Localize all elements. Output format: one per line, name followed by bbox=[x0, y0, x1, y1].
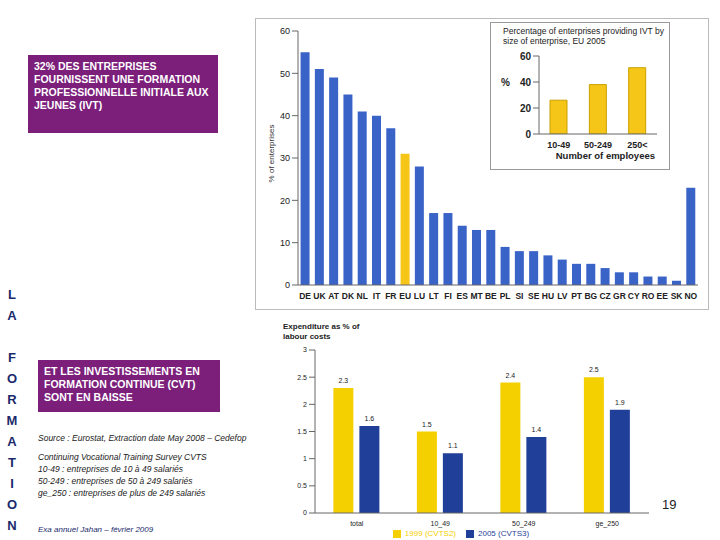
svg-text:0: 0 bbox=[525, 129, 531, 140]
svg-text:CY: CY bbox=[628, 291, 640, 301]
svg-text:EU: EU bbox=[399, 291, 411, 301]
html-text:1999 (CVTS2): 1999 (CVTS2) bbox=[404, 529, 456, 538]
svg-text:40: 40 bbox=[280, 111, 290, 121]
svg-text:AT: AT bbox=[328, 291, 340, 301]
html-text:19: 19 bbox=[662, 497, 677, 512]
html-text:F: F bbox=[8, 350, 16, 365]
html-text:O: O bbox=[6, 497, 18, 512]
svg-text:GR: GR bbox=[613, 291, 626, 301]
html-text:A: A bbox=[7, 308, 17, 323]
svg-text:FI: FI bbox=[444, 291, 452, 301]
html-text:R: R bbox=[7, 392, 17, 407]
html-text:O: O bbox=[6, 371, 18, 386]
html-text:Source : Eurostat, Extraction: Source : Eurostat, Extraction date May 2… bbox=[38, 433, 247, 443]
svg-text:10: 10 bbox=[280, 238, 290, 248]
svg-text:FR: FR bbox=[385, 291, 396, 301]
svg-text:1: 1 bbox=[303, 455, 307, 462]
svg-text:SE: SE bbox=[528, 291, 540, 301]
html-text:T: T bbox=[8, 455, 16, 470]
svg-text:10_49: 10_49 bbox=[431, 520, 451, 528]
svg-text:UK: UK bbox=[313, 291, 326, 301]
svg-text:250<: 250< bbox=[627, 140, 647, 150]
svg-text:MT: MT bbox=[470, 291, 483, 301]
svg-text:total: total bbox=[350, 520, 364, 527]
html-text:% of enterprises: % of enterprises bbox=[266, 124, 276, 183]
html-text:ge_250 : entreprises de plus d: ge_250 : entreprises de plus de 249 sala… bbox=[38, 488, 206, 498]
svg-text:LT: LT bbox=[429, 291, 440, 301]
svg-text:IT: IT bbox=[373, 291, 381, 301]
svg-text:30: 30 bbox=[280, 153, 290, 163]
svg-text:40: 40 bbox=[520, 77, 532, 88]
svg-text:1.5: 1.5 bbox=[297, 428, 307, 435]
svg-text:SI: SI bbox=[515, 291, 523, 301]
svg-text:60: 60 bbox=[280, 26, 290, 36]
html-text:ET LES INVESTISSEMENTS EN FORM: ET LES INVESTISSEMENTS EN FORMATION CONT… bbox=[44, 365, 200, 403]
html-text:I: I bbox=[10, 476, 14, 491]
html-text:2005 (CVTS3): 2005 (CVTS3) bbox=[478, 529, 530, 538]
svg-text:ge_250: ge_250 bbox=[596, 520, 619, 528]
svg-text:1.9: 1.9 bbox=[615, 399, 625, 406]
svg-text:HU: HU bbox=[542, 291, 554, 301]
html-text:50-249 : entreprises de 50 à 2: 50-249 : entreprises de 50 à 249 salarié… bbox=[38, 476, 193, 486]
svg-text:EE: EE bbox=[657, 291, 669, 301]
html-text:Number of employees: Number of employees bbox=[555, 150, 655, 161]
svg-text:RO: RO bbox=[642, 291, 655, 301]
svg-text:LV: LV bbox=[557, 291, 568, 301]
svg-text:NL: NL bbox=[357, 291, 368, 301]
svg-text:SK: SK bbox=[671, 291, 684, 301]
html-text:32% DES ENTREPRISES FOURNISSEN: 32% DES ENTREPRISES FOURNISSENT UNE FORM… bbox=[34, 60, 209, 111]
html-text:M: M bbox=[6, 413, 18, 428]
html-text:N: N bbox=[7, 518, 17, 533]
svg-text:LU: LU bbox=[414, 291, 425, 301]
html-text:Exa annuel Jahan – février 200: Exa annuel Jahan – février 2009 bbox=[38, 525, 154, 534]
svg-text:DK: DK bbox=[342, 291, 355, 301]
html-text:L: L bbox=[8, 287, 16, 302]
svg-text:20: 20 bbox=[280, 196, 290, 206]
svg-text:50_249: 50_249 bbox=[512, 520, 535, 528]
svg-text:CZ: CZ bbox=[599, 291, 610, 301]
svg-text:1.5: 1.5 bbox=[422, 421, 432, 428]
svg-text:2: 2 bbox=[303, 401, 307, 408]
svg-text:0.5: 0.5 bbox=[297, 482, 307, 489]
svg-text:2.5: 2.5 bbox=[297, 374, 307, 381]
svg-text:1.6: 1.6 bbox=[365, 415, 375, 422]
html-text:A: A bbox=[7, 434, 17, 449]
svg-text:PT: PT bbox=[571, 291, 583, 301]
svg-text:2.5: 2.5 bbox=[589, 366, 599, 373]
svg-text:50-249: 50-249 bbox=[584, 140, 612, 150]
svg-text:50: 50 bbox=[280, 69, 290, 79]
svg-text:0: 0 bbox=[303, 509, 307, 516]
svg-text:1.4: 1.4 bbox=[532, 426, 542, 433]
svg-text:BE: BE bbox=[485, 291, 497, 301]
html-text:Expenditure as % of labour cos: Expenditure as % of labour costs bbox=[283, 322, 360, 341]
svg-text:ES: ES bbox=[457, 291, 469, 301]
svg-text:2.3: 2.3 bbox=[339, 377, 349, 384]
svg-text:0: 0 bbox=[285, 280, 290, 290]
svg-text:60: 60 bbox=[520, 51, 532, 62]
svg-text:PL: PL bbox=[500, 291, 511, 301]
svg-text:DE: DE bbox=[299, 291, 311, 301]
svg-text:3: 3 bbox=[303, 346, 307, 353]
svg-text:1.1: 1.1 bbox=[448, 442, 458, 449]
html-text:Continuing Vocational Training: Continuing Vocational Training Survey CV… bbox=[38, 452, 207, 462]
svg-text:20: 20 bbox=[520, 103, 532, 114]
svg-text:10-49: 10-49 bbox=[547, 140, 570, 150]
svg-text:BG: BG bbox=[584, 291, 597, 301]
html-text:Percentage of enterprises prov: Percentage of enterprises providing IVT … bbox=[503, 26, 664, 46]
svg-text:2.4: 2.4 bbox=[506, 372, 516, 379]
html-text:10-49 : entreprises de 10 à 49: 10-49 : entreprises de 10 à 49 salariés bbox=[38, 464, 184, 474]
svg-text:NO: NO bbox=[684, 291, 697, 301]
